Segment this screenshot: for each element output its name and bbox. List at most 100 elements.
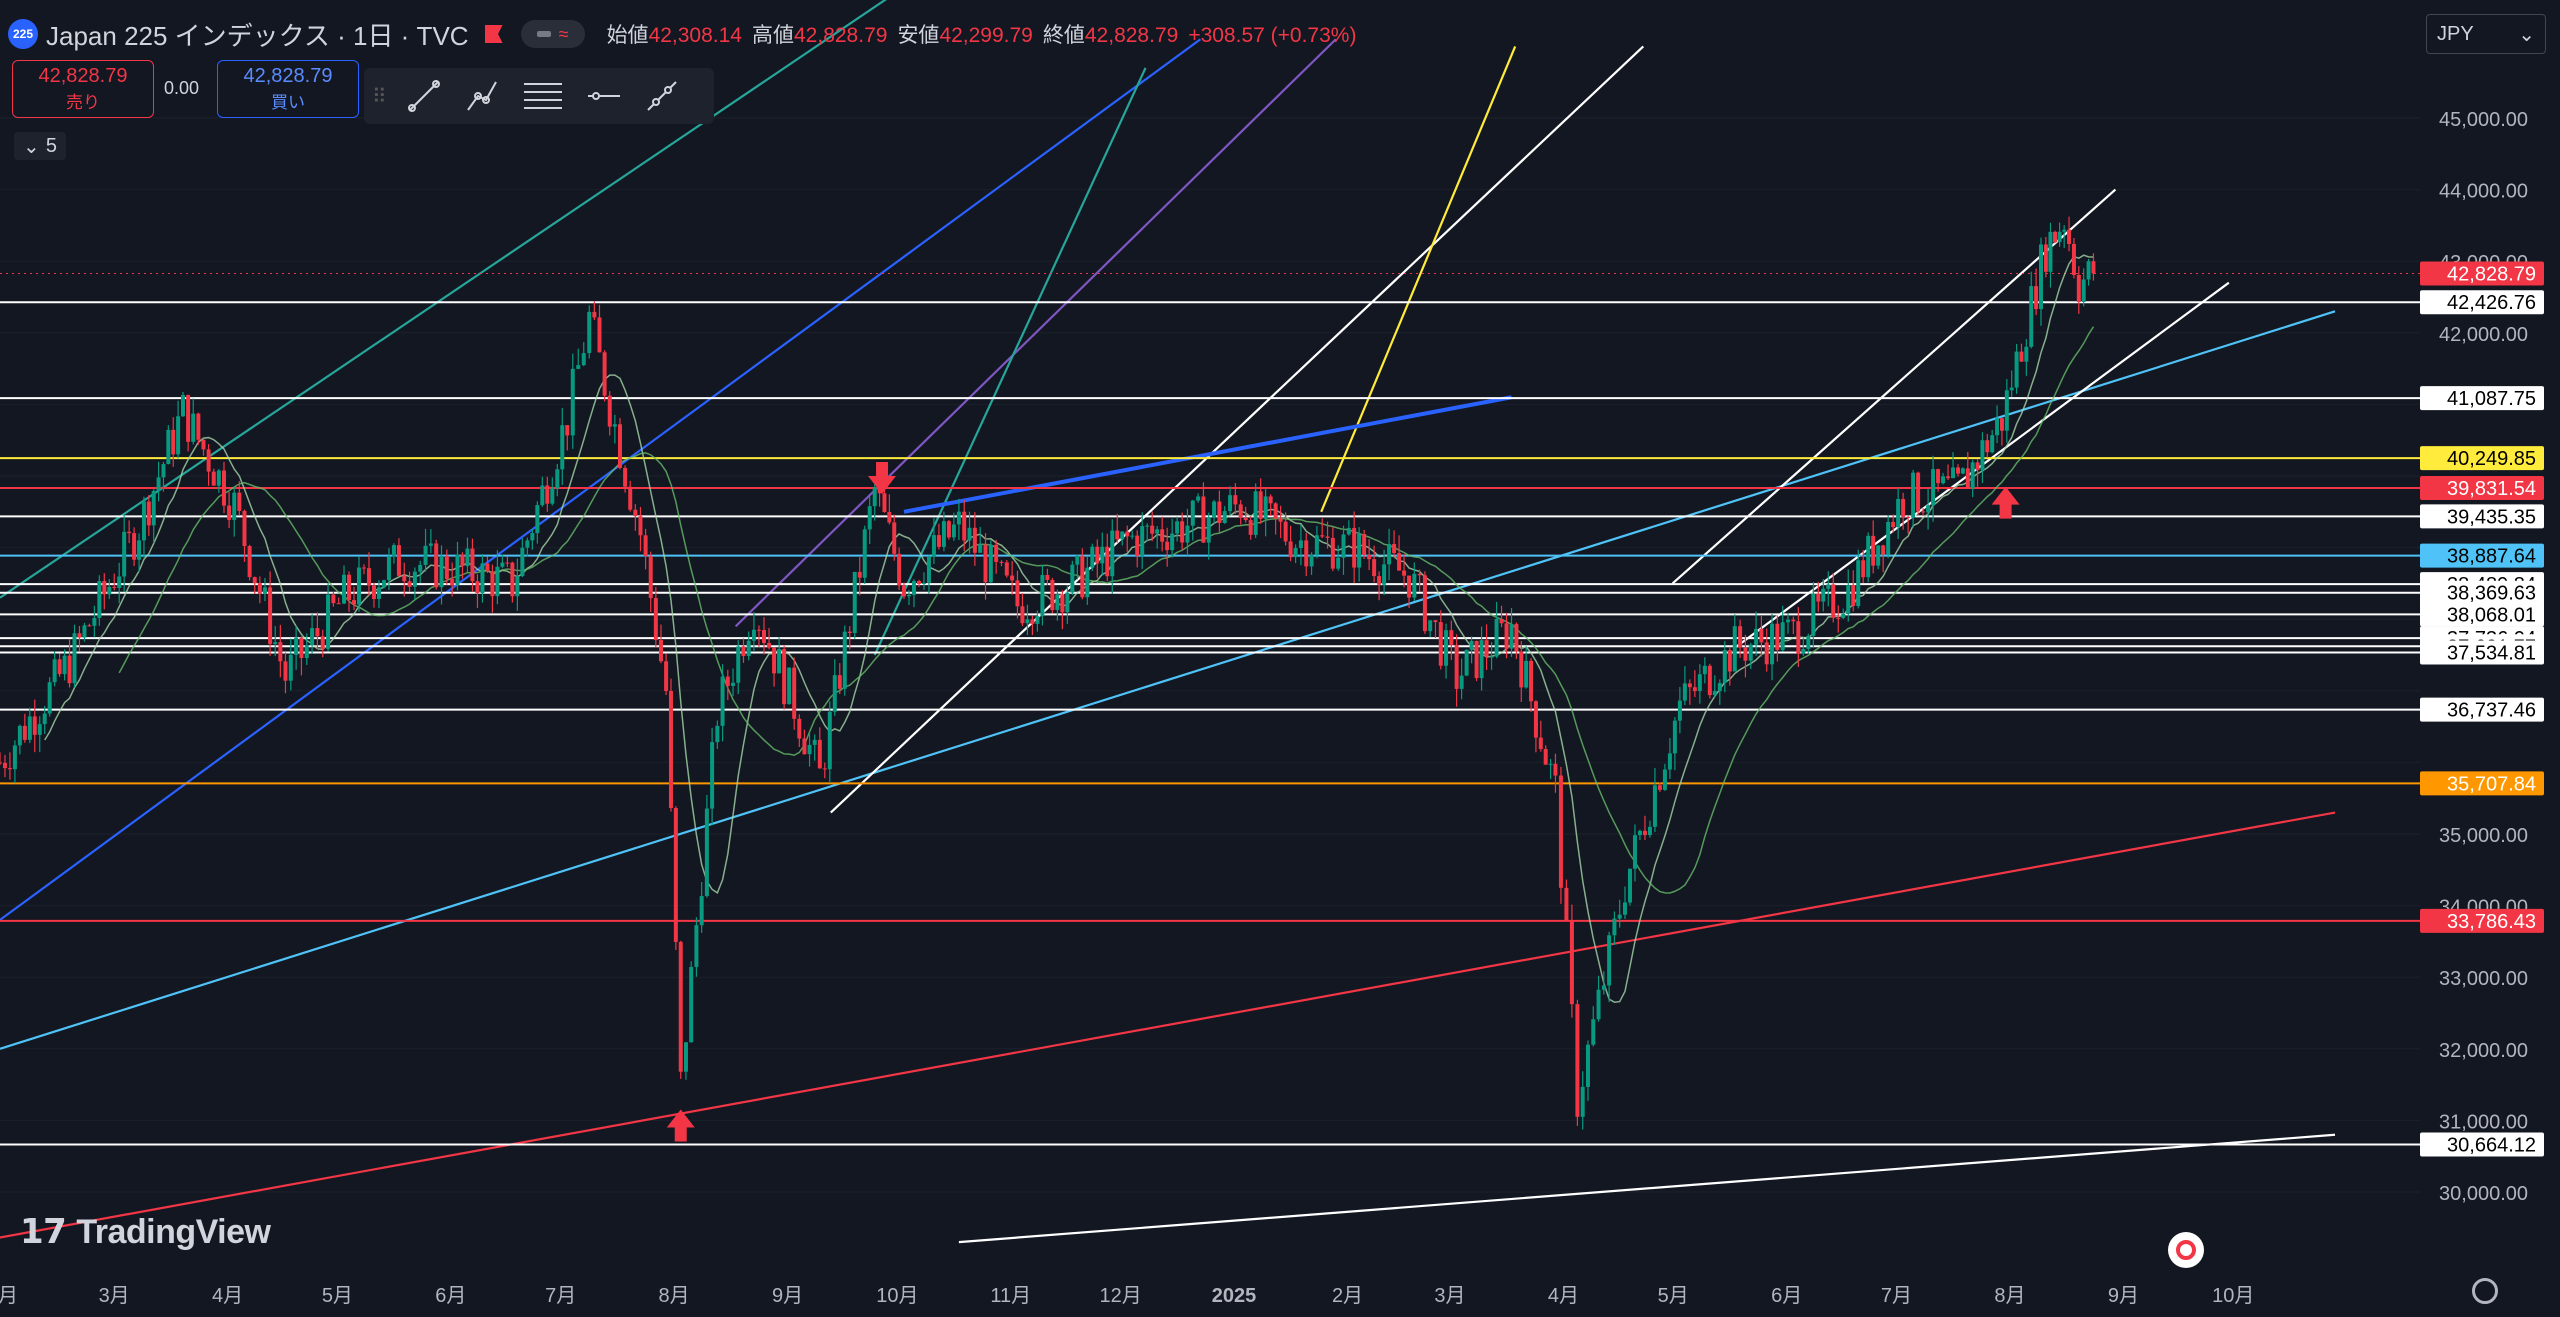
record-icon[interactable] <box>2168 1232 2204 1268</box>
price-tag-label: 38,887.64 <box>2447 546 2536 568</box>
candle-body <box>1438 622 1443 666</box>
flag-icon[interactable] <box>484 25 503 43</box>
candle-body <box>817 739 822 769</box>
trendline <box>1320 45 1517 513</box>
candles <box>0 216 2096 1130</box>
horizontal-line-icon[interactable] <box>586 78 622 114</box>
candle-body <box>156 477 161 491</box>
candle-body <box>694 925 699 967</box>
candle-body <box>1314 535 1319 555</box>
candle-body <box>1759 628 1764 643</box>
extended-line-icon[interactable] <box>644 78 680 114</box>
candle-body <box>1970 462 1975 489</box>
x-tick-label: 12月 <box>1099 1285 1141 1307</box>
candle-body <box>1601 985 1606 990</box>
candle-body <box>62 655 67 675</box>
candle-body <box>0 762 2 764</box>
candle-body <box>1015 580 1020 607</box>
indicators-collapse[interactable]: ⌄ 5 <box>14 132 66 160</box>
candle-body <box>1407 575 1412 598</box>
fib-icon[interactable] <box>522 78 564 114</box>
y-tick-label: 44,000.00 <box>2439 181 2528 203</box>
candle-body <box>1548 763 1553 765</box>
symbol-title[interactable]: Japan 225 インデックス · 1日 · TVC <box>46 20 469 51</box>
candle-body <box>211 471 216 486</box>
toggle-pill[interactable]: ≈ <box>520 20 585 48</box>
candle-body <box>7 768 12 770</box>
candle-body <box>102 581 107 595</box>
ma-long <box>118 326 2095 894</box>
candle-body <box>1479 640 1484 679</box>
price-tag-label: 39,435.35 <box>2447 506 2536 528</box>
trendline <box>0 38 1202 921</box>
candle-body <box>1906 516 1911 518</box>
candle-body <box>1965 468 1970 489</box>
candle-body <box>470 548 475 582</box>
y-tick-label: 35,000.00 <box>2439 825 2528 847</box>
candle-body <box>2057 231 2062 243</box>
candle-body <box>1004 562 1009 576</box>
x-tick-label: 8月 <box>1994 1285 2025 1307</box>
candle-body <box>1175 521 1180 534</box>
candle-body <box>227 505 232 520</box>
candle-body <box>1831 584 1836 618</box>
currency-select[interactable]: JPY ⌄ <box>2426 14 2546 54</box>
drawing-toolbar: ⠿ <box>364 68 714 124</box>
candle-body <box>386 556 391 581</box>
candle-body <box>1564 887 1569 921</box>
sell-button[interactable]: 42,828.79 売り <box>12 60 154 118</box>
candle-body <box>17 725 22 746</box>
candle-body <box>252 577 257 584</box>
candle-body <box>22 725 27 740</box>
price-tag-bg <box>2420 543 2544 568</box>
candle-body <box>1248 520 1253 535</box>
trend-line-icon[interactable] <box>406 78 442 114</box>
candle-body <box>428 543 433 546</box>
candle-body <box>1469 640 1474 650</box>
candle-body <box>191 413 196 442</box>
candle-body <box>12 745 17 770</box>
candle-body <box>201 439 206 450</box>
candle-body <box>842 631 847 689</box>
candle-body <box>47 682 52 714</box>
ray-icon[interactable] <box>464 78 500 114</box>
candle-body <box>1330 537 1335 569</box>
buy-button[interactable]: 42,828.79 買い <box>217 60 359 118</box>
candle-body <box>320 636 325 649</box>
gear-icon[interactable] <box>2472 1278 2498 1304</box>
symbol-badge[interactable]: 225 <box>8 19 38 49</box>
x-tick-label: 2月 <box>1332 1285 1363 1307</box>
x-tick-label: 3月 <box>1434 1285 1465 1307</box>
candle-body <box>2076 274 2081 302</box>
candle-body <box>1125 531 1130 537</box>
candle-body <box>500 562 505 567</box>
candle-body <box>1135 535 1140 556</box>
candle-body <box>978 544 983 553</box>
grid <box>0 117 2420 1193</box>
candle-body <box>1999 418 2004 431</box>
candle-body <box>1372 559 1377 577</box>
candle-body <box>1748 644 1753 661</box>
candle-body <box>1657 785 1662 790</box>
price-tag-label: 37,534.81 <box>2447 643 2536 665</box>
candle-body <box>962 511 967 541</box>
candle-body <box>242 510 247 547</box>
candle-body <box>1412 573 1417 598</box>
candle-body <box>1120 531 1125 540</box>
candle-body <box>1936 469 1941 484</box>
candle-body <box>2 762 7 769</box>
candle-body <box>1217 501 1222 523</box>
candle-body <box>576 365 581 369</box>
candle-body <box>1268 496 1273 504</box>
candle-body <box>1100 546 1105 564</box>
candle-body <box>1417 573 1422 576</box>
y-tick-label: 31,000.00 <box>2439 1111 2528 1133</box>
price-tag-label: 40,249.85 <box>2447 448 2536 470</box>
price-tag-bg <box>2420 504 2544 529</box>
candle-body <box>862 529 867 578</box>
candle-body <box>741 646 746 657</box>
candle-body <box>1288 541 1293 558</box>
grip-icon[interactable]: ⠿ <box>372 85 387 108</box>
candle-body <box>1946 476 1951 479</box>
